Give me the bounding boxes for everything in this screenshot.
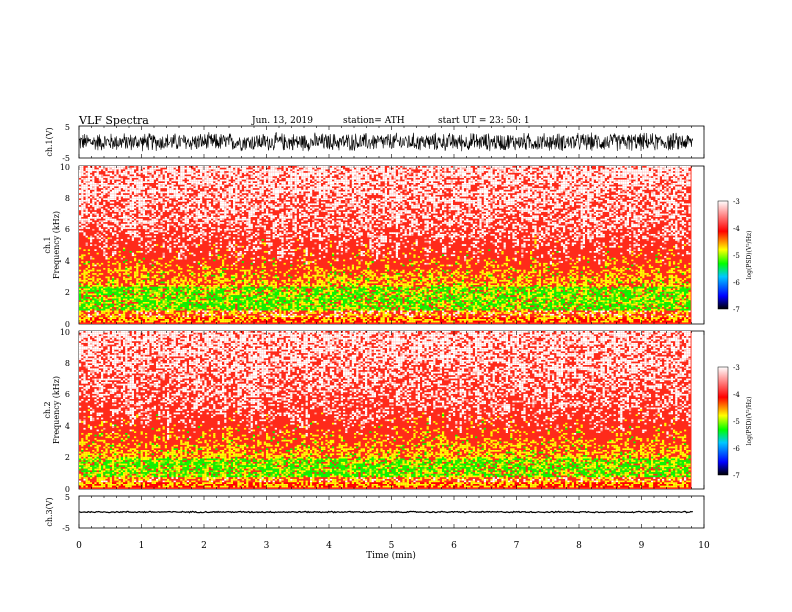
ch2-ytick-10: 10 [60, 328, 70, 337]
x-tick-label-9: 9 [639, 541, 645, 551]
ch3-waveform-panel: 5 -5 ch.3(V) [45, 493, 704, 533]
ch1-ytick-top: 5 [65, 123, 70, 132]
figure-title: VLF Spectra [78, 114, 149, 127]
ch1-colorbar-gradient [718, 201, 728, 309]
ch2-ytick-6: 6 [65, 390, 70, 399]
ch2-spectrogram-ylabel-channel: ch.2 [43, 401, 52, 418]
ch1-spectrogram-yticks: 0 2 4 6 8 10 [60, 163, 70, 329]
ch1-ytick-2: 2 [65, 288, 70, 297]
x-tick-label-1: 1 [139, 541, 145, 551]
ch2-colorbar: -3 -4 -5 -6 -7 log(PSD)(V²/Hz) [718, 364, 753, 480]
ch1-cb-tick-m6: -6 [733, 279, 740, 287]
x-tick-label-6: 6 [451, 541, 457, 551]
x-tick-label-2: 2 [201, 541, 207, 551]
ch1-ytick-8: 8 [65, 194, 70, 203]
ch2-ytick-4: 4 [65, 422, 70, 431]
ch1-colorbar-label: log(PSD)(V²/Hz) [746, 231, 753, 280]
x-tick-label-8: 8 [576, 541, 582, 551]
ch1-waveform-ylabel: ch.1(V) [45, 127, 54, 156]
ch3-waveform-ylabel: ch.3(V) [45, 497, 54, 526]
ch2-spectrogram-image [79, 331, 692, 489]
ch1-spectrogram-panel: 0 2 4 6 8 10 ch.1 Frequency (kHz) [43, 163, 704, 329]
x-tick-label-4: 4 [326, 541, 332, 551]
ch3-ytick-bottom: -5 [62, 524, 70, 533]
ch1-ytick-4: 4 [65, 257, 70, 266]
ch1-colorbar: -3 -4 -5 -6 -7 log(PSD)(V²/Hz) [718, 198, 753, 314]
ch2-spectrogram-panel: 0 2 4 6 8 10 ch.2 Frequency (kHz) [43, 328, 704, 494]
x-tick-label-10: 10 [698, 541, 710, 551]
date-label: Jun. 13, 2019 [251, 116, 313, 126]
ch2-cb-tick-m7: -7 [733, 472, 740, 480]
ch1-spectrogram-ylabel-frequency: Frequency (kHz) [52, 211, 61, 279]
x-tick-label-0: 0 [76, 541, 82, 551]
ch2-spectrogram-yticks: 0 2 4 6 8 10 [60, 328, 70, 494]
station-label: station= ATH [343, 116, 405, 126]
ch1-ytick-6: 6 [65, 225, 70, 234]
ch2-spectrogram-ylabel-frequency: Frequency (kHz) [52, 376, 61, 444]
ch2-ytick-8: 8 [65, 359, 70, 368]
ch2-cb-tick-m3: -3 [733, 364, 740, 372]
ch3-ytick-top: 5 [65, 493, 70, 502]
ch1-spectrogram-image [79, 166, 692, 324]
ch2-cb-tick-m4: -4 [733, 391, 740, 399]
x-tick-label-3: 3 [264, 541, 270, 551]
x-tick-label-5: 5 [389, 541, 395, 551]
ch1-waveform-panel: 5 -5 ch.1(V) [45, 123, 704, 163]
ch1-ytick-bottom: -5 [62, 154, 70, 163]
ch2-ytick-2: 2 [65, 453, 70, 462]
ch1-cb-tick-m4: -4 [733, 225, 740, 233]
x-axis-tick-labels: 0 1 2 3 4 5 6 7 8 9 10 [76, 541, 710, 551]
ch2-colorbar-gradient [718, 367, 728, 475]
ch1-ytick-10: 10 [60, 163, 70, 172]
ch1-cb-tick-m5: -5 [733, 252, 740, 260]
x-axis-label: Time (min) [366, 550, 416, 561]
ch2-cb-tick-m6: -6 [733, 445, 740, 453]
ch2-cb-tick-m5: -5 [733, 418, 740, 426]
x-tick-label-7: 7 [514, 541, 520, 551]
ch1-spectrogram-ylabel-channel: ch.1 [43, 236, 52, 253]
ch1-cb-tick-m3: -3 [733, 198, 740, 206]
start-time-label: start UT = 23: 50: 1 [438, 116, 530, 126]
ch1-cb-tick-m7: -7 [733, 306, 740, 314]
ch2-colorbar-label: log(PSD)(V²/Hz) [746, 397, 753, 446]
